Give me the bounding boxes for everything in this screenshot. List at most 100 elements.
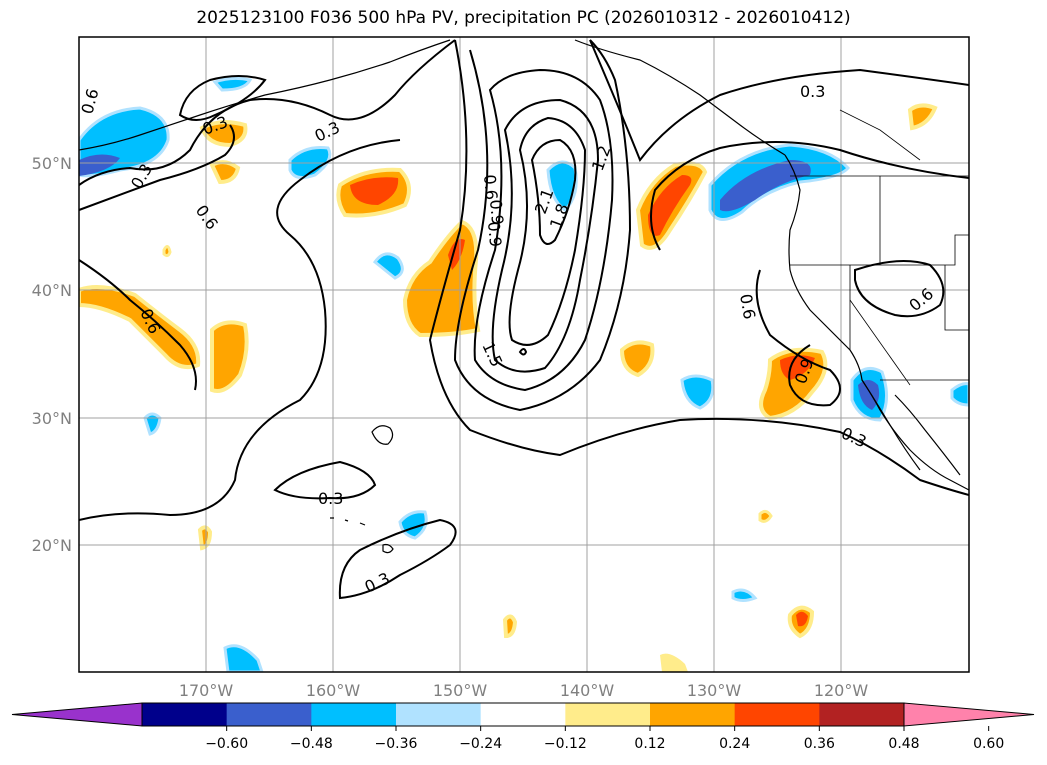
contour-labels: 0.3 0.3 0.3 0.3 0.3 0.3 0.3 0.6 0.6 0.6 … (78, 82, 937, 597)
neg-area-7 (950, 382, 969, 407)
neg-core-nw (79, 154, 120, 176)
colorbar-tick-label: −0.36 (375, 736, 418, 752)
contour-0.3-s2 (338, 518, 457, 600)
lon-label: 120°W (814, 681, 869, 700)
pos-core-2 (448, 239, 465, 270)
contour-small-1 (518, 348, 528, 356)
lon-label: 170°W (179, 681, 234, 700)
pos-core-11 (796, 611, 808, 627)
clabel: 0.6 (78, 87, 103, 117)
colorbar-tick-label: 0.36 (804, 736, 835, 752)
coast-alaska-panhandle (574, 39, 786, 156)
contour-0.6-coast (755, 269, 841, 407)
precip-shading (79, 76, 969, 672)
colorbar-extend-max (903, 702, 1035, 727)
map-frame (78, 36, 970, 673)
contour-2.1 (530, 138, 577, 245)
clabel: 0.6 (192, 201, 222, 233)
colorbar-tick-label: −0.12 (544, 736, 587, 752)
colorbar-segment (650, 703, 736, 726)
contour-0.6-w (79, 259, 197, 391)
colorbar-tick-label: −0.24 (459, 736, 502, 752)
pos-area-5 (210, 320, 249, 393)
lon-label: 130°W (687, 681, 742, 700)
pos-area-10 (907, 103, 938, 131)
colorbar-frame (141, 702, 905, 727)
colorbar-extend-min (11, 702, 143, 727)
coast-baja (861, 379, 921, 471)
map-area: 0.3 0.3 0.3 0.3 0.3 0.3 0.3 0.6 0.6 0.6 … (78, 37, 969, 672)
neg-area-9 (143, 412, 162, 436)
neg-core-6 (858, 380, 880, 410)
clabel: 0.9 (484, 221, 505, 248)
contour-0.3-ne (589, 39, 969, 163)
colorbar: −0.60 −0.48 −0.36 −0.24 −0.12 0.12 0.24 0.36 0.4… (11, 702, 1035, 752)
lat-label: 20°N (32, 536, 72, 555)
pos-core-3 (648, 175, 692, 236)
contour-0.3-west (79, 39, 456, 186)
pos-area-4 (79, 284, 201, 369)
contour-0.3-main (428, 39, 969, 496)
lat-label: 50°N (32, 154, 72, 173)
neg-area-8 (398, 510, 428, 540)
clabel: 0.3 (318, 489, 343, 508)
contour-1.8 (508, 116, 587, 346)
coastlines (79, 39, 969, 554)
colorbar-segment (396, 703, 482, 726)
lon-labels: 170°W 160°W 150°W 140°W 130°W 120°W (179, 681, 869, 700)
colorbar-segment (142, 703, 228, 726)
coast-gulf (894, 394, 961, 476)
pos-area-2 (402, 219, 481, 338)
colorbar-tick-label: 0.48 (888, 736, 919, 752)
contour-0.6-nw (79, 124, 235, 211)
colorbar-segment (480, 703, 566, 726)
lon-label: 160°W (306, 681, 361, 700)
pv-contours (79, 39, 969, 600)
contour-0.9-outer (453, 39, 632, 412)
colorbar-segment (565, 703, 651, 726)
neg-area-5 (680, 374, 715, 410)
contour-1.2 (473, 68, 614, 392)
lon-label: 150°W (433, 681, 488, 700)
neg-core-ne (720, 160, 811, 212)
contour-0.3-hi (273, 460, 377, 500)
contour-1.5 (491, 98, 600, 373)
pos-area-13 (502, 614, 518, 639)
colorbar-segment (819, 703, 905, 726)
clabel: 0.3 (312, 118, 343, 146)
map-title: 2025123100 F036 500 hPa PV, precipitatio… (196, 8, 851, 28)
gridlines (79, 37, 969, 672)
island-1 (371, 425, 394, 445)
pos-area-16 (162, 245, 172, 258)
colorbar-tick-label: −0.60 (205, 736, 248, 752)
pos-area-7 (209, 160, 241, 185)
colorbar-tick-label: −0.48 (290, 736, 333, 752)
coast-alaska-peninsula (79, 39, 451, 151)
colorbar-tick-label: 0.24 (719, 736, 750, 752)
pos-area-12 (197, 525, 213, 551)
pos-area-14 (758, 509, 773, 523)
hawaii-islands (330, 517, 394, 554)
lon-label: 140°W (560, 681, 615, 700)
coast-bc (784, 154, 801, 271)
clabel: 0.3 (800, 82, 825, 101)
neg-area-4 (546, 160, 578, 212)
contour-0.6-ne (650, 141, 969, 251)
neg-area-1 (212, 76, 253, 92)
clabel: 0.9 (486, 199, 507, 226)
colorbar-segment (734, 703, 820, 726)
colorbar-segment (226, 703, 312, 726)
neg-area-3 (372, 252, 404, 280)
neg-area-10 (223, 644, 264, 672)
clabel: 0.3 (838, 423, 869, 451)
lat-label: 40°N (32, 281, 72, 300)
pos-area-9 (619, 340, 655, 378)
lat-label: 30°N (32, 409, 72, 428)
neg-area-11 (731, 588, 758, 602)
clabel: 0.6 (736, 292, 759, 320)
contour-0.3-south (79, 139, 401, 521)
contour-0.3-nw-loop (178, 75, 267, 121)
lat-labels: 50°N 40°N 30°N 20°N (32, 154, 72, 555)
pos-area-15 (660, 653, 688, 672)
